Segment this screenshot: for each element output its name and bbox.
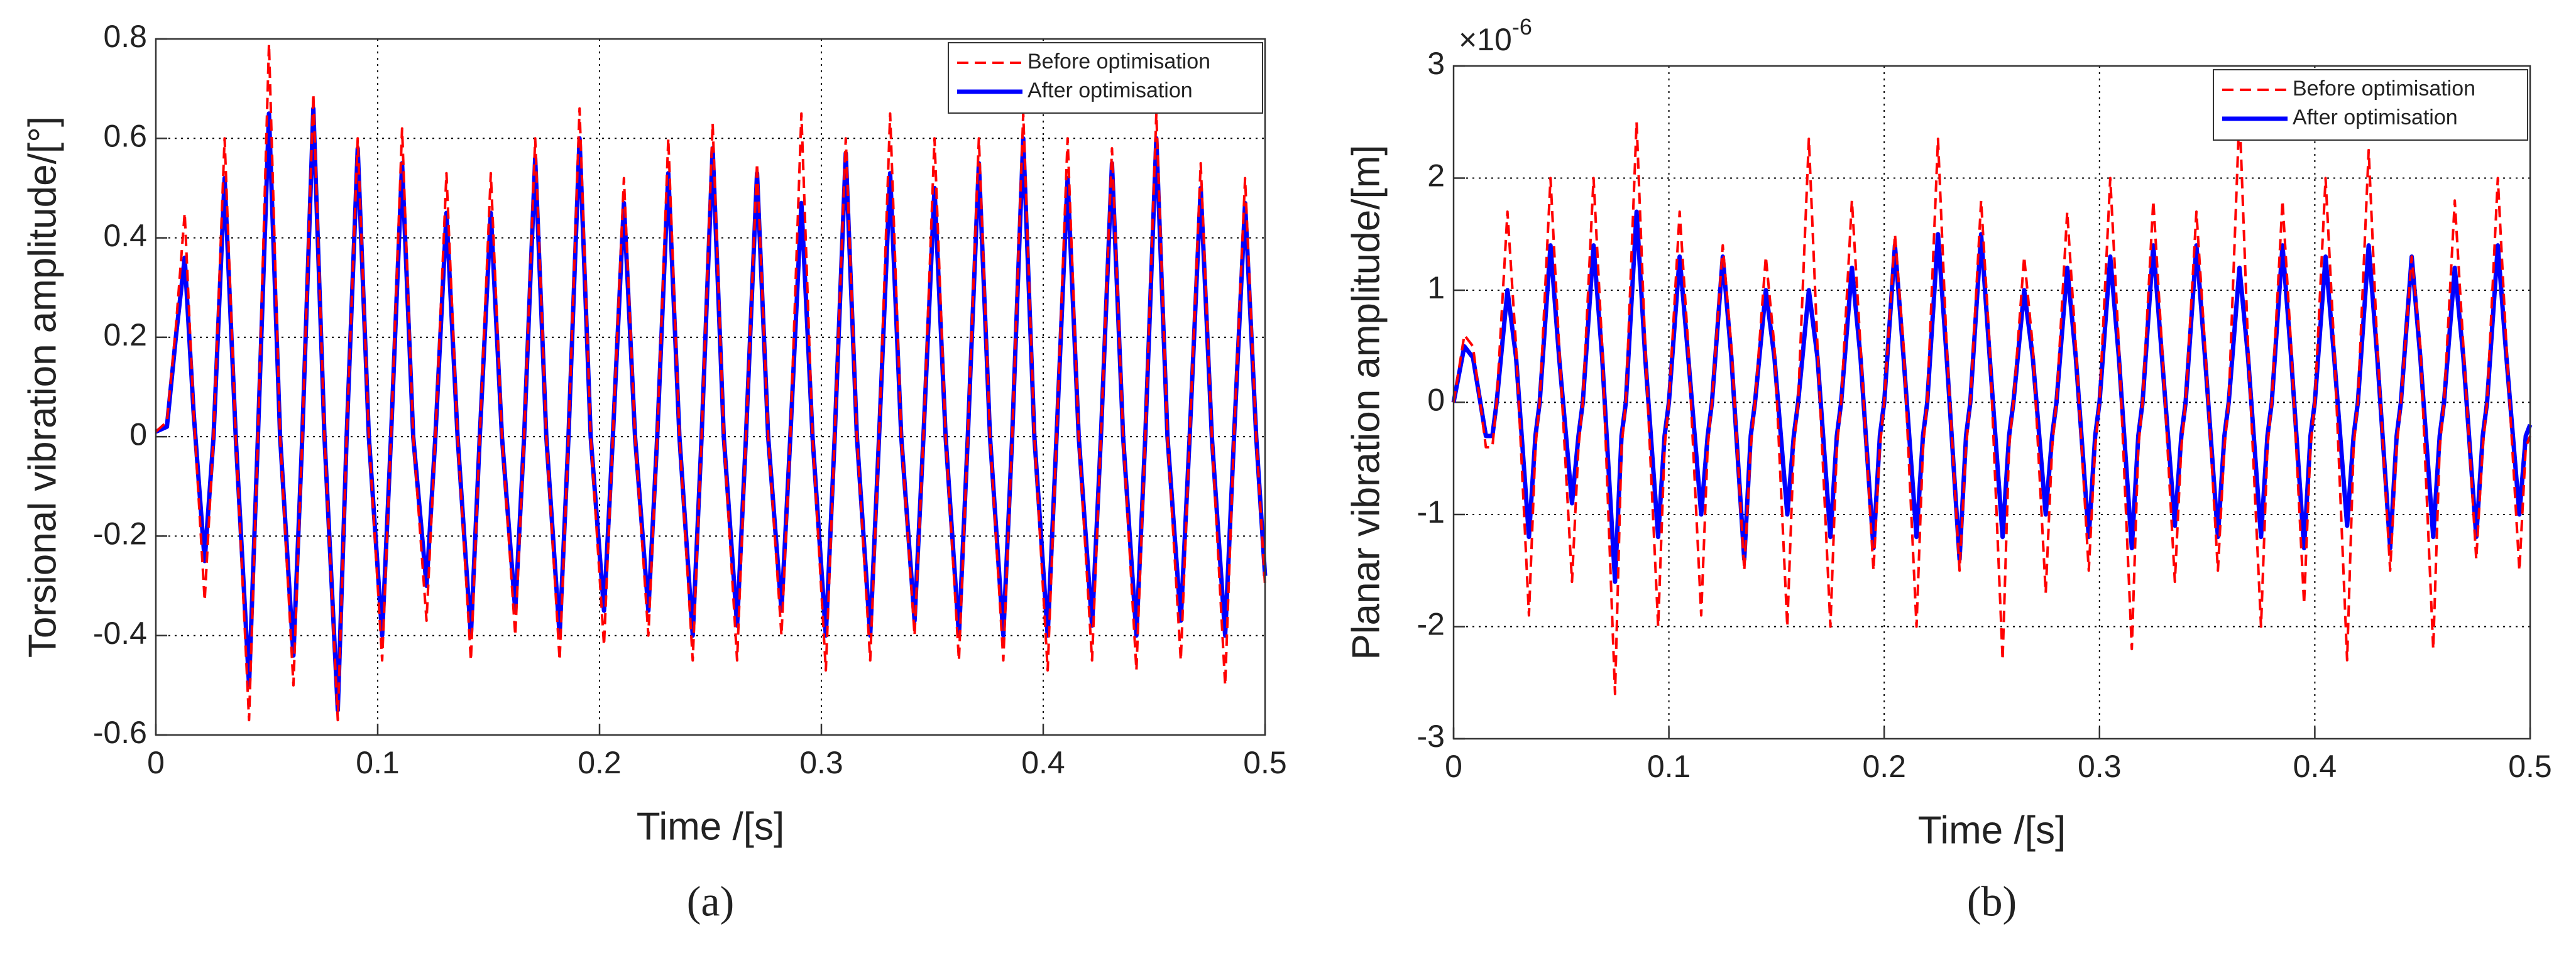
axes-frame <box>155 38 1266 736</box>
y-scale-label: ×10-6 <box>1459 14 1532 58</box>
data-line <box>155 42 1266 722</box>
y-tick-label: 0 <box>1427 383 1445 418</box>
y-tick-label: 0.6 <box>103 118 147 153</box>
y-tick-label: 0.8 <box>103 19 147 54</box>
x-tick-label: 0 <box>1445 749 1462 784</box>
x-tick-label: 0.3 <box>2078 749 2122 784</box>
y-tick-label: -3 <box>1417 719 1445 754</box>
plot: -3 -2 -1 0 1 2 3 0 0.1 0.2 0.3 0.4 0.5 Time /[s] Plana… <box>1344 14 2551 925</box>
legend-label: Before optimisation <box>2293 77 2475 101</box>
x-tick-label: 0.2 <box>1862 749 1906 784</box>
x-axis-title: Time /[s] <box>1918 808 2066 852</box>
x-tick-label: 0.4 <box>2293 749 2337 784</box>
axes-frame <box>1452 65 2531 740</box>
data-line <box>1451 209 2533 584</box>
y-tick-label: -0.6 <box>93 715 147 750</box>
legend-label: Before optimisation <box>1028 50 1210 73</box>
x-tick-label: 0.4 <box>1021 745 1065 780</box>
x-tick-label: 0.1 <box>1647 749 1691 784</box>
x-tick-label: 0.1 <box>356 745 400 780</box>
data-line <box>155 106 1268 712</box>
y-axis-title: Planar vibration amplitude/[m] <box>1344 144 1388 660</box>
y-tick-label: 1 <box>1427 270 1445 305</box>
legend-label: After optimisation <box>2293 106 2458 129</box>
x-tick-label: 0.5 <box>2508 749 2552 784</box>
y-tick-label: -0.2 <box>93 516 147 552</box>
legend-box <box>2213 69 2528 141</box>
x-tick-label: 0 <box>147 745 165 780</box>
y-tick-label: 0.2 <box>103 317 147 352</box>
x-axis-title: Time /[s] <box>637 805 784 848</box>
y-tick-label: 2 <box>1427 158 1445 193</box>
y-tick-label: -2 <box>1417 607 1445 642</box>
y-tick-label: 0 <box>129 416 147 452</box>
legend-box <box>948 42 1263 114</box>
x-tick-label: 0.5 <box>1243 745 1287 780</box>
y-tick-label: 0.4 <box>103 218 147 253</box>
y-tick-label: -0.4 <box>93 616 147 651</box>
caption: (a) <box>687 878 734 925</box>
y-tick-label: -1 <box>1417 494 1445 530</box>
y-scale-exponent: -6 <box>1512 14 1532 40</box>
x-tick-label: 0.2 <box>578 745 622 780</box>
caption: (b) <box>1967 878 2017 925</box>
data-line <box>1452 109 2531 695</box>
y-scale-base: ×10 <box>1459 22 1512 57</box>
legend-label: After optimisation <box>1028 79 1193 102</box>
y-tick-label: 3 <box>1427 46 1445 81</box>
x-tick-label: 0.3 <box>799 745 843 780</box>
plot: -0.6 -0.4 -0.2 0 0.2 0.4 0.6 0.8 0 0.1 0.2 0.3 0.4 0.… <box>21 19 1286 925</box>
y-axis-title: Torsional vibration amplitude/[°] <box>21 116 64 658</box>
